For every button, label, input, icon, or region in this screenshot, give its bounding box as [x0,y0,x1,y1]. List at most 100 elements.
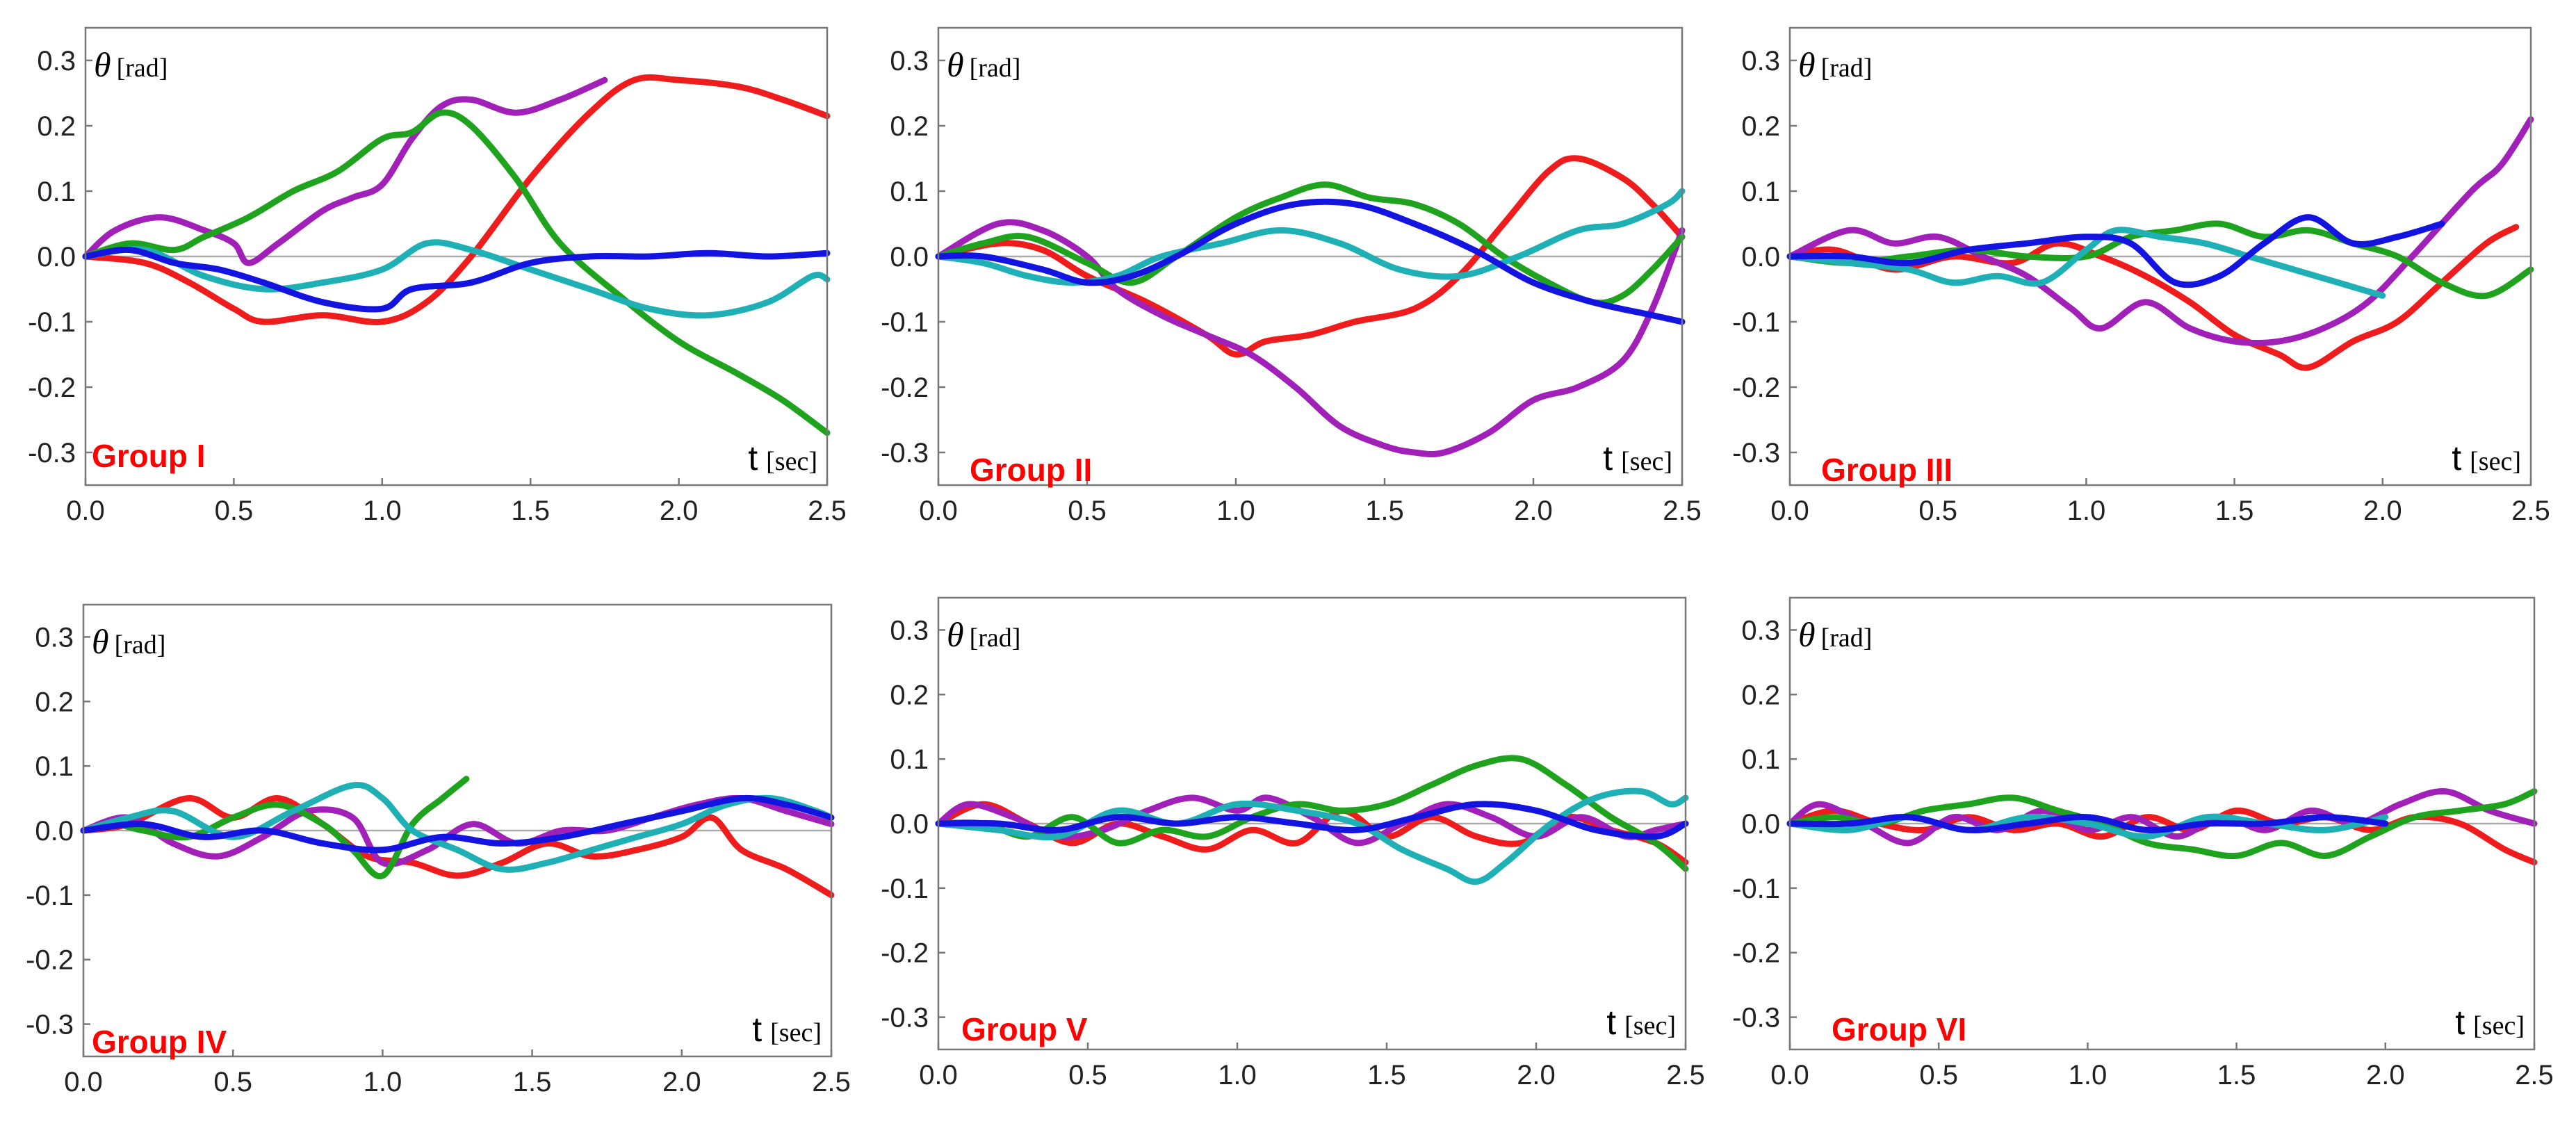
x-tick-label: 2.5 [812,1067,851,1097]
x-tick-label: 0.0 [919,1060,958,1090]
chart-panel-3: 0.3 0.2 0.1 0.0 -0.1 -0.2 -0.3 0.0 0.5 1.0 1.5 2.0 2… [1732,26,2550,526]
x-axis-label: t [sec] [2455,1003,2525,1042]
chart-panel-6: 0.3 0.2 0.1 0.0 -0.1 -0.2 -0.3 0.0 0.5 1.0 1.5 2.0 2… [1732,596,2554,1090]
x-tick-label: 2.0 [662,1067,701,1097]
y-tick-label: 0.3 [1741,46,1780,76]
y-tick-label: 0.3 [1741,615,1780,646]
y-axis-symbol: θ [94,45,111,84]
x-axis-symbol: t [748,439,758,477]
x-tick-label: 2.0 [660,496,699,526]
y-tick-label: 0.3 [890,615,929,646]
y-tick-label: 0.3 [37,46,76,76]
y-tick-label: 0.1 [890,744,929,775]
series-line-cyan [935,188,1686,286]
series-line-blue [935,801,1689,840]
x-axis-symbol: t [752,1010,762,1049]
plot-frame [1788,26,2532,487]
x-tick-label: 1.0 [2067,496,2106,526]
plot-frame [84,26,829,487]
chart-panel-4: 0.3 0.2 0.1 0.0 -0.1 -0.2 -0.3 0.0 0.5 1.0 1.5 2.0 2… [26,603,851,1097]
x-axis-unit: [sec] [1621,447,1672,476]
x-tick-label: 0.0 [919,496,958,526]
x-axis-label: t [sec] [748,439,817,477]
x-axis-symbol: t [1603,439,1613,477]
series-line-purple [1786,116,2534,346]
y-tick-label: -0.2 [881,373,929,403]
y-tick-label: -0.1 [1732,874,1780,904]
y-axis-unit: [rad] [1821,54,1873,83]
y-axis-label: θ [rad] [94,45,168,84]
series-line-purple [935,219,1686,457]
x-tick-label: 1.5 [1367,1060,1406,1090]
x-tick-label: 2.0 [1514,496,1553,526]
y-tick-label: -0.2 [26,945,74,976]
x-tick-label: 2.5 [808,496,847,526]
x-axis-label: t [sec] [1606,1003,1676,1042]
y-axis-symbol: θ [947,615,964,654]
x-tick-label: 0.5 [1918,496,1957,526]
y-tick-label: -0.1 [881,307,929,338]
x-tick-label: 0.0 [64,1067,103,1097]
series-line-red [82,74,831,325]
y-axis-symbol: θ [1798,615,1816,654]
y-tick-label: 0.0 [890,809,929,840]
series-line-green [80,776,470,880]
x-axis-unit: [sec] [2470,447,2521,476]
y-tick-label: -0.3 [1732,438,1780,468]
y-axis-label: θ [rad] [947,45,1020,84]
y-tick-label: 0.2 [890,680,929,710]
chart-panel-5: 0.3 0.2 0.1 0.0 -0.1 -0.2 -0.3 0.0 0.5 1.0 1.5 2.0 2… [881,596,1705,1090]
x-tick-label: 1.5 [2215,496,2254,526]
x-tick-label: 2.5 [1663,496,1702,526]
y-tick-label: 0.0 [37,242,76,272]
series-line-blue [82,246,831,313]
y-tick-label: -0.1 [881,874,929,904]
x-tick-label: 1.0 [363,496,402,526]
y-axis-label: θ [rad] [947,615,1020,654]
x-tick-label: 1.5 [2217,1060,2256,1090]
y-axis-symbol: θ [947,45,964,84]
x-axis-label: t [sec] [1603,439,1672,477]
x-axis-unit: [sec] [2473,1011,2525,1040]
series-line-green [1786,788,2538,860]
y-tick-label: 0.1 [35,751,74,782]
x-tick-label: 1.0 [364,1067,402,1097]
y-axis-unit: [rad] [115,630,166,660]
y-axis-label: θ [rad] [1798,45,1872,84]
y-tick-label: 0.2 [35,687,74,717]
series-line-cyan [82,239,831,319]
plot-frame [82,603,833,1058]
y-tick-label: 0.3 [35,622,74,653]
group-label: Group II [970,452,1092,488]
x-axis-label: t [sec] [2452,439,2521,477]
y-tick-label: 0.0 [1741,809,1780,840]
x-tick-label: 0.5 [1919,1060,1958,1090]
group-label: Group V [961,1011,1088,1047]
chart-panel-2: 0.3 0.2 0.1 0.0 -0.1 -0.2 -0.3 0.0 0.5 1.0 1.5 2.0 2… [881,26,1702,526]
x-tick-label: 1.5 [511,496,550,526]
x-axis-symbol: t [1606,1003,1616,1042]
y-tick-label: -0.3 [881,438,929,468]
y-axis-unit: [rad] [1821,623,1873,653]
y-axis-symbol: θ [1798,45,1816,84]
plot-frame [937,596,1687,1051]
y-tick-label: 0.1 [890,177,929,207]
y-tick-label: 0.2 [1741,111,1780,142]
y-axis-label: θ [rad] [92,622,165,661]
y-tick-label: -0.3 [26,1010,74,1040]
y-tick-label: -0.1 [26,881,74,911]
series-line-blue [1786,814,2389,833]
x-tick-label: 0.0 [1770,496,1809,526]
x-tick-label: 0.5 [1068,1060,1107,1090]
y-tick-label: 0.0 [1741,242,1780,272]
x-axis-symbol: t [2452,439,2461,477]
x-tick-label: 2.5 [2515,1060,2554,1090]
series-line-cyan [1786,227,2386,299]
y-tick-label: 0.2 [1741,680,1780,710]
y-tick-label: -0.2 [1732,373,1780,403]
y-axis-unit: [rad] [970,623,1021,653]
x-tick-label: 1.0 [1216,496,1255,526]
x-tick-label: 2.5 [1666,1060,1705,1090]
y-tick-label: 0.2 [890,111,929,142]
